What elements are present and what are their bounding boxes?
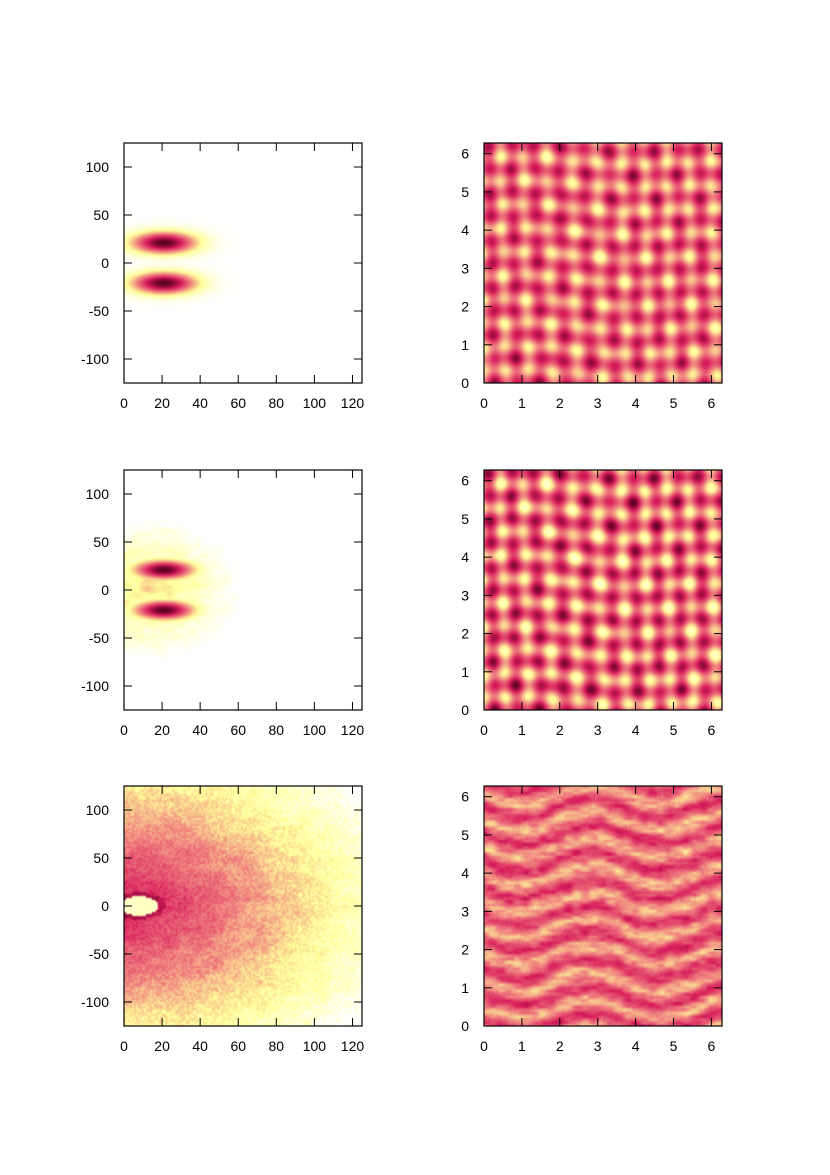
y-tick-label: 0: [101, 582, 109, 598]
heatmap-image: [484, 470, 722, 710]
x-tick-label: 60: [230, 1038, 246, 1054]
x-tick-label: 0: [480, 1038, 488, 1054]
x-tick-label: 80: [269, 1038, 285, 1054]
x-tick-label: 20: [154, 395, 170, 411]
y-tick-label: 50: [93, 534, 109, 550]
y-tick-label: 4: [461, 549, 469, 565]
x-tick-label: 4: [632, 1038, 640, 1054]
x-tick-label: 80: [269, 395, 285, 411]
x-tick-label: 6: [707, 1038, 715, 1054]
heatmap-image: [484, 143, 722, 383]
y-tick-label: 0: [101, 898, 109, 914]
y-tick-label: 4: [461, 865, 469, 881]
x-tick-label: 3: [594, 722, 602, 738]
x-tick-label: 5: [670, 395, 678, 411]
x-tick-label: 1: [518, 395, 526, 411]
panel-top-right: 0 1 2 3 4 5 6 0 1 2 3 4 5 6: [461, 142, 723, 411]
y-tick-label: 50: [93, 207, 109, 223]
heatmap-image: [484, 786, 722, 1026]
y-tick-label: 100: [86, 802, 110, 818]
y-tick-label: 0: [461, 1018, 469, 1034]
plot-frame: [483, 142, 723, 384]
y-tick-label: 6: [461, 473, 469, 489]
y-tick-label: -100: [81, 678, 109, 694]
y-tick-label: 6: [461, 789, 469, 805]
x-tick-label: 1: [518, 722, 526, 738]
x-tick-label: 5: [670, 722, 678, 738]
x-tick-label: 2: [556, 395, 564, 411]
x-tick-label: 100: [303, 722, 327, 738]
y-tick-label: -50: [89, 630, 109, 646]
x-tick-label: 100: [303, 1038, 327, 1054]
y-tick-label: 100: [86, 486, 110, 502]
heatmap-image: [124, 143, 362, 383]
x-tick-label: 100: [303, 395, 327, 411]
y-tick-label: 3: [461, 587, 469, 603]
x-tick-label: 2: [556, 1038, 564, 1054]
x-tick-label: 60: [230, 395, 246, 411]
x-tick-label: 80: [269, 722, 285, 738]
panel-middle-left: 0 20 40 60 80 100 120 -100 -50 0 50 100: [81, 469, 365, 738]
y-tick-label: -100: [81, 351, 109, 367]
y-tick-label: 0: [461, 375, 469, 391]
x-tick-label: 0: [120, 395, 128, 411]
y-tick-label: 1: [461, 980, 469, 996]
x-tick-label: 1: [518, 1038, 526, 1054]
heatmap-image: [124, 786, 362, 1026]
y-tick-label: 3: [461, 903, 469, 919]
y-tick-label: 50: [93, 850, 109, 866]
y-tick-label: 1: [461, 337, 469, 353]
y-tick-label: 1: [461, 664, 469, 680]
x-tick-label: 120: [341, 395, 365, 411]
y-tick-label: 2: [461, 942, 469, 958]
x-tick-label: 2: [556, 722, 564, 738]
panel-top-left: 0 20 40 60 80 100 120 -100 -50 0 50 100: [81, 142, 365, 411]
x-tick-label: 40: [192, 722, 208, 738]
x-tick-label: 0: [120, 1038, 128, 1054]
x-tick-label: 3: [594, 395, 602, 411]
panel-middle-right: 0 1 2 3 4 5 6 0 1 2 3 4 5 6: [461, 469, 723, 738]
plot-frame: [483, 785, 723, 1027]
x-tick-label: 40: [192, 1038, 208, 1054]
x-tick-label: 20: [154, 1038, 170, 1054]
x-tick-label: 4: [632, 722, 640, 738]
x-tick-label: 120: [341, 722, 365, 738]
x-tick-label: 40: [192, 395, 208, 411]
y-tick-label: 4: [461, 222, 469, 238]
x-tick-label: 0: [480, 395, 488, 411]
heatmap-image: [124, 470, 362, 710]
y-tick-label: 100: [86, 159, 110, 175]
x-tick-label: 6: [707, 722, 715, 738]
x-tick-label: 0: [480, 722, 488, 738]
y-tick-label: 0: [461, 702, 469, 718]
x-tick-label: 0: [120, 722, 128, 738]
x-tick-label: 5: [670, 1038, 678, 1054]
y-tick-label: 0: [101, 255, 109, 271]
y-tick-label: 6: [461, 146, 469, 162]
y-tick-label: 5: [461, 184, 469, 200]
x-tick-label: 6: [707, 395, 715, 411]
y-tick-label: 3: [461, 260, 469, 276]
x-tick-label: 4: [632, 395, 640, 411]
y-tick-label: 2: [461, 626, 469, 642]
y-tick-label: -100: [81, 994, 109, 1010]
plot-frame: [483, 469, 723, 711]
panel-bottom-left: 0 20 40 60 80 100 120 -100 -50 0 50 100: [81, 785, 365, 1054]
y-tick-label: 5: [461, 827, 469, 843]
x-tick-label: 3: [594, 1038, 602, 1054]
x-tick-label: 120: [341, 1038, 365, 1054]
x-tick-label: 60: [230, 722, 246, 738]
y-tick-label: -50: [89, 303, 109, 319]
y-tick-label: -50: [89, 946, 109, 962]
y-tick-label: 5: [461, 511, 469, 527]
panel-bottom-right: 0 1 2 3 4 5 6 0 1 2 3 4 5 6: [461, 785, 723, 1054]
y-tick-label: 2: [461, 299, 469, 315]
x-tick-label: 20: [154, 722, 170, 738]
